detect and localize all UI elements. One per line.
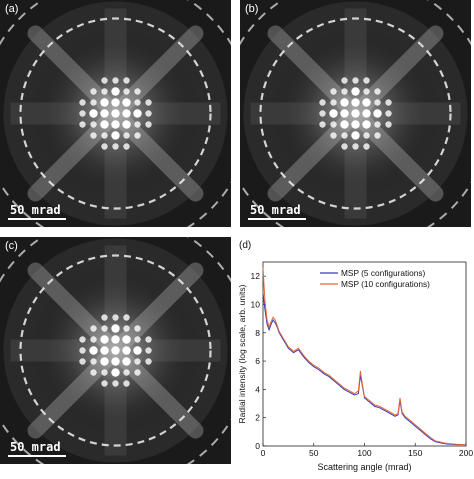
panel-label-a: (a): [5, 3, 19, 15]
legend-label-2: MSP (10 configurations): [341, 279, 430, 289]
x-axis-label: Scattering angle (mrad): [317, 462, 411, 472]
x-tick-label: 0: [261, 448, 266, 458]
diffraction-panel-b: (b) 50 mrad: [240, 0, 471, 227]
y-tick-label: 2: [255, 413, 260, 423]
x-tick-label: 50: [309, 448, 319, 458]
radial-intensity-chart: (d) 0 50 100 150 200 0 2 4 6 8 10 12 MSP (5 configu…: [237, 237, 474, 474]
series-line-2: [262, 267, 467, 446]
y-tick-label: 10: [251, 299, 261, 309]
diffraction-pattern-a: [0, 0, 231, 227]
y-tick-label: 4: [255, 384, 260, 394]
panel-label-b: (b): [245, 3, 259, 15]
scale-bar-label-c: 50 mrad: [10, 440, 61, 454]
diffraction-pattern-c: [0, 237, 231, 464]
plot-area: [262, 261, 467, 447]
y-axis-label: Radial intensity (log scale, arb. units): [237, 284, 247, 423]
y-tick-label: 0: [255, 441, 260, 451]
diffraction-pattern-b: [240, 0, 471, 227]
chart-svg: (d) 0 50 100 150 200 0 2 4 6 8 10 12 MSP (5 configu…: [237, 240, 473, 472]
y-tick-label: 12: [251, 271, 261, 281]
scale-bar-c: [8, 455, 66, 457]
y-tick-label: 6: [255, 356, 260, 366]
scale-bar-label-a: 50 mrad: [10, 203, 61, 217]
scale-bar-b: [248, 218, 306, 220]
scale-bar-a: [8, 218, 66, 220]
y-tick-label: 8: [255, 328, 260, 338]
panel-label-c: (c): [5, 240, 18, 252]
legend-label-1: MSP (5 configurations): [341, 268, 425, 278]
diffraction-panel-a: (a) 50 mrad: [0, 0, 231, 227]
x-tick-label: 200: [459, 448, 473, 458]
panel-label-d: (d): [239, 240, 251, 251]
scale-bar-label-b: 50 mrad: [250, 203, 301, 217]
x-tick-label: 150: [408, 448, 422, 458]
x-tick-label: 100: [357, 448, 371, 458]
diffraction-panel-c: (c) 50 mrad: [0, 237, 231, 464]
